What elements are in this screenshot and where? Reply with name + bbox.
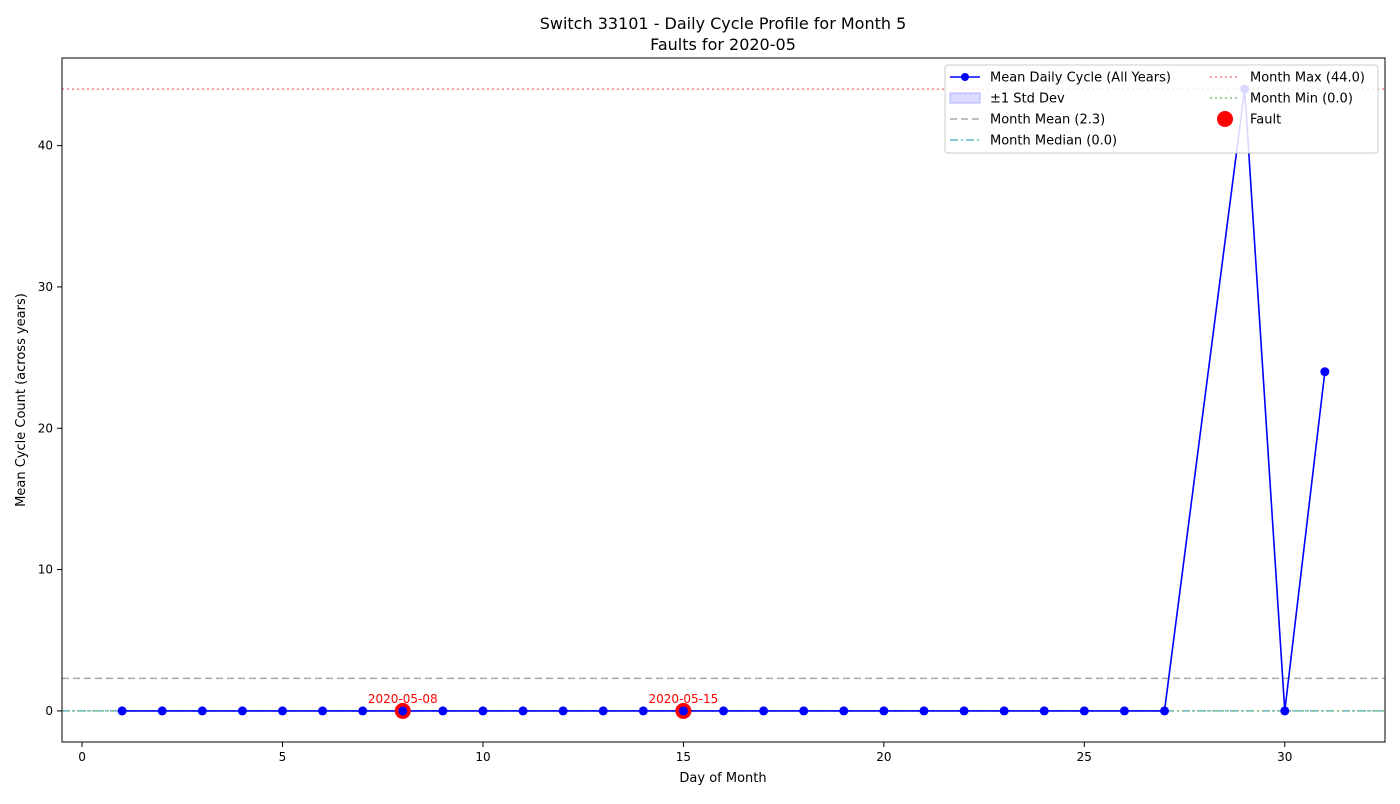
legend: Mean Daily Cycle (All Years) ±1 Std Dev Mo…	[944, 64, 1379, 154]
legend-month-max-label: Month Max (44.0)	[1250, 71, 1365, 86]
chart-title: Switch 33101 - Daily Cycle Profile for M…	[540, 14, 907, 33]
series-line	[122, 88, 1326, 712]
axes: 0 5 10 15 20 25 30 0 10 20 30 40	[38, 139, 1293, 764]
x-tick-label-6: 30	[1277, 750, 1292, 764]
data-point-day-19	[839, 706, 849, 716]
x-tick-label-2: 10	[475, 750, 490, 764]
legend-std-band-swatch	[949, 92, 981, 104]
data-point-day-4	[237, 706, 247, 716]
data-point-day-17	[759, 706, 769, 716]
data-point-day-24	[1039, 706, 1049, 716]
data-point-day-25	[1079, 706, 1089, 716]
data-point-day-13	[598, 706, 608, 716]
data-point-day-22	[959, 706, 969, 716]
data-point-day-6	[318, 706, 328, 716]
x-tick-label-0: 0	[78, 750, 86, 764]
legend-fault-label: Fault	[1250, 113, 1281, 128]
legend-month-min-label: Month Min (0.0)	[1250, 92, 1353, 107]
y-tick-label-1: 10	[38, 563, 53, 577]
plot-frame	[61, 57, 1386, 743]
x-tick-label-1: 5	[279, 750, 287, 764]
data-point-day-8	[398, 706, 408, 716]
legend-series-label: Mean Daily Cycle (All Years)	[990, 71, 1171, 86]
x-tick-label-3: 15	[676, 750, 691, 764]
y-tick-label-3: 30	[38, 280, 53, 294]
data-point-day-3	[197, 706, 207, 716]
data-point-day-12	[558, 706, 568, 716]
data-point-day-11	[518, 706, 528, 716]
data-point-day-1	[117, 706, 127, 716]
legend-month-mean-label: Month Mean (2.3)	[990, 113, 1105, 128]
y-tick-label-2: 20	[38, 421, 53, 435]
data-point-day-20	[879, 706, 889, 716]
legend-box	[944, 64, 1379, 154]
data-point-day-16	[719, 706, 728, 716]
fault-label-1: 2020-05-15	[649, 692, 719, 706]
data-point-day-9	[438, 706, 448, 716]
data-point-day-15	[678, 706, 688, 716]
data-point-day-2	[157, 706, 167, 716]
data-point-day-7	[358, 706, 368, 716]
legend-month-median-label: Month Median (0.0)	[990, 134, 1117, 149]
data-point-day-30	[1280, 706, 1290, 716]
plot-area: 2020-05-08 2020-05-15	[62, 84, 1385, 719]
data-point-day-23	[999, 706, 1009, 716]
x-tick-label-5: 25	[1077, 750, 1092, 764]
y-axis-label: Mean Cycle Count (across years)	[14, 293, 29, 507]
legend-series-swatch-marker	[961, 73, 969, 81]
data-point-day-5	[278, 706, 287, 716]
data-point-day-27	[1160, 706, 1169, 716]
fault-label-0: 2020-05-08	[368, 692, 438, 706]
legend-fault-swatch	[1217, 111, 1233, 127]
legend-std-band-label: ±1 Std Dev	[990, 92, 1065, 107]
x-tick-label-4: 20	[876, 750, 891, 764]
data-point-day-14	[638, 706, 648, 716]
data-point-day-31	[1320, 367, 1330, 377]
x-axis-label: Day of Month	[679, 771, 766, 786]
y-tick-label-4: 40	[38, 139, 53, 153]
data-point-day-10	[478, 706, 488, 716]
chart-subtitle: Faults for 2020-05	[650, 35, 796, 54]
data-point-day-21	[919, 706, 929, 716]
data-point-day-18	[799, 706, 809, 716]
data-point-day-26	[1119, 706, 1129, 716]
y-tick-label-0: 0	[45, 704, 53, 718]
